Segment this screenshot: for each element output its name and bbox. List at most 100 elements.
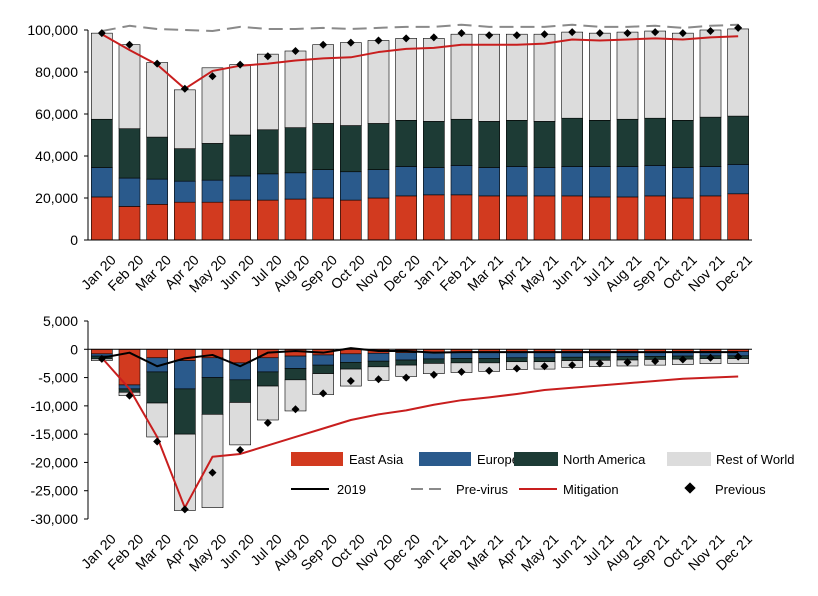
bar-north-america — [450, 358, 473, 364]
marker-previous — [180, 84, 189, 93]
bar-europe — [699, 166, 722, 197]
bar-rest-of-world — [450, 33, 473, 120]
bar-north-america — [91, 118, 113, 168]
legend-label-north-america: North America — [563, 452, 646, 467]
bar-europe — [423, 167, 445, 196]
bar-europe — [367, 352, 390, 362]
bar-east-asia — [506, 195, 528, 241]
bar-east-asia — [533, 195, 556, 241]
bar-europe — [533, 167, 556, 197]
bar-rest-of-world — [174, 89, 196, 149]
marker-previous — [623, 358, 632, 367]
marker-previous — [678, 29, 687, 38]
legend-label-east-asia: East Asia — [349, 452, 404, 467]
legend-label-pre-virus: Pre-virus — [456, 482, 509, 497]
bar-north-america — [395, 359, 417, 366]
bar-east-asia — [644, 195, 666, 241]
legend: East Asia Europe North America Rest of W… — [291, 452, 795, 497]
bar-north-america — [312, 364, 334, 374]
bar-east-asia — [561, 195, 583, 241]
bar-east-asia — [91, 348, 113, 355]
bar-north-america — [423, 358, 445, 364]
marker-previous — [153, 437, 162, 446]
bar-north-america — [229, 134, 251, 177]
bar-rest-of-world — [423, 38, 445, 122]
bar-north-america — [312, 123, 334, 170]
bar-north-america — [257, 129, 279, 175]
bar-north-america — [340, 361, 362, 370]
y-tick-label: -25,000 — [31, 483, 79, 499]
bar-east-asia — [367, 197, 390, 241]
bar-north-america — [146, 136, 168, 180]
marker-previous — [402, 34, 411, 43]
bar-north-america — [284, 127, 307, 174]
legend-label-2019: 2019 — [337, 482, 366, 497]
bar-east-asia — [146, 348, 168, 359]
marker-previous — [457, 29, 466, 38]
bar-europe — [589, 166, 611, 198]
bar-north-america — [478, 121, 500, 168]
bar-east-asia — [91, 196, 113, 241]
bar-rest-of-world — [118, 44, 141, 130]
marker-previous — [734, 352, 743, 361]
marker-previous — [319, 40, 328, 49]
marker-previous — [734, 23, 743, 32]
bar-north-america — [423, 121, 445, 168]
legend-swatch-europe — [419, 452, 471, 466]
bar-east-asia — [229, 348, 251, 364]
bar-europe — [201, 357, 224, 378]
marker-previous — [485, 366, 494, 375]
bar-east-asia — [423, 194, 445, 241]
marker-previous — [651, 28, 660, 37]
bar-europe — [340, 353, 362, 363]
bar-north-america — [506, 357, 528, 363]
bar-east-asia — [312, 197, 334, 241]
marker-previous — [319, 389, 328, 398]
bar-europe — [644, 165, 666, 197]
bar-rest-of-world — [229, 64, 251, 136]
bar-north-america — [201, 143, 224, 181]
bar-east-asia — [478, 195, 500, 241]
bar-north-america — [146, 371, 168, 404]
bar-europe — [174, 180, 196, 203]
bar-east-asia — [727, 193, 749, 241]
marker-previous — [236, 60, 245, 69]
bar-europe — [506, 166, 528, 197]
line-pre-virus — [101, 23, 739, 33]
bar-north-america — [174, 388, 196, 435]
bar-rest-of-world — [229, 402, 251, 446]
bar-europe — [478, 167, 500, 197]
bar-rest-of-world — [727, 28, 749, 117]
marker-previous — [263, 52, 272, 61]
marker-previous — [485, 31, 494, 40]
marker-previous — [236, 445, 245, 454]
bar-east-asia — [672, 197, 694, 241]
legend-swatch-north-america — [514, 452, 558, 466]
bar-rest-of-world — [561, 31, 583, 119]
marker-previous — [706, 27, 715, 36]
marker-previous — [540, 30, 549, 39]
marker-previous — [374, 375, 383, 384]
bar-north-america — [561, 117, 583, 167]
bar-europe — [450, 165, 473, 196]
marker-previous — [706, 353, 715, 362]
bar-east-asia — [257, 199, 279, 241]
y-tick-label: -5,000 — [38, 370, 78, 386]
bar-north-america — [201, 377, 224, 415]
bar-europe — [284, 172, 307, 200]
bar-east-asia — [174, 201, 196, 241]
marker-previous — [153, 59, 162, 68]
bar-rest-of-world — [506, 33, 528, 121]
legend-label-mitigation: Mitigation — [563, 482, 619, 497]
line-2019 — [101, 347, 739, 368]
bar-north-america — [257, 371, 279, 387]
bar-europe — [672, 167, 694, 199]
marker-previous — [263, 418, 272, 427]
bar-europe — [312, 354, 334, 366]
bar-north-america — [118, 128, 141, 179]
bar-rest-of-world — [644, 30, 666, 119]
bar-east-asia — [146, 204, 168, 241]
bar-europe — [174, 360, 196, 390]
